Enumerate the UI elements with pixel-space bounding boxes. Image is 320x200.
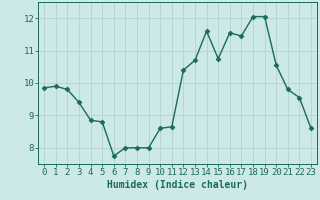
X-axis label: Humidex (Indice chaleur): Humidex (Indice chaleur) bbox=[107, 180, 248, 190]
